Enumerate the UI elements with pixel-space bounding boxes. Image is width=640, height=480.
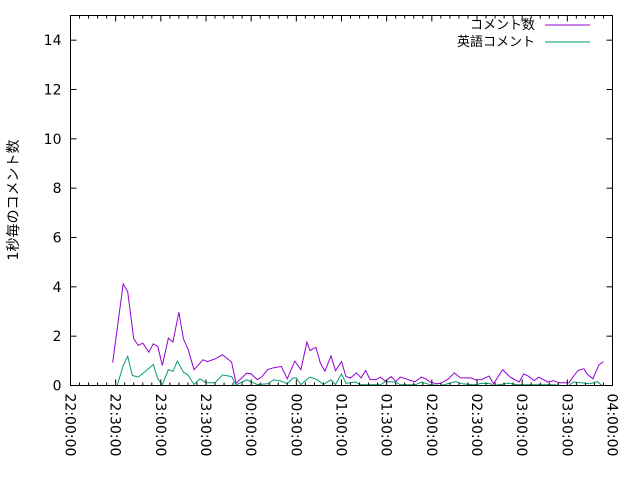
x-tick-label: 22:30:00 [107,394,123,457]
x-tick-label: 23:00:00 [152,394,168,457]
ticks-layer: 0 2 4 6 8 10 12 14 22:00:00 22:30:00 23:00:00 23:30… [44,15,620,457]
legend-label-0: コメント数 [470,18,535,33]
series-line-0 [112,282,604,385]
x-tick-label: 00:00:00 [242,394,258,457]
x-tick-label: 00:30:00 [287,394,303,457]
x-tick-label: 01:00:00 [333,394,349,457]
x-tick-label: 22:00:00 [62,394,78,457]
x-tick-label: 02:30:00 [468,394,484,457]
y-tick-label: 6 [53,231,62,247]
y-tick-label: 10 [44,132,62,148]
x-tick-label: 03:00:00 [513,394,529,457]
y-tick-label: 4 [53,280,62,296]
legend: コメント数 英語コメント [457,18,590,50]
x-tick-label: 23:30:00 [197,394,213,457]
legend-label-1: 英語コメント [457,34,535,50]
series-layer [112,282,604,387]
series-line-1 [116,354,603,387]
y-tick-label: 0 [53,379,62,395]
y-tick-label: 2 [53,329,62,345]
x-tick-label: 04:00:00 [604,394,620,457]
y-tick-label: 8 [53,181,62,197]
x-tick-label: 03:30:00 [558,394,574,457]
y-tick-label: 12 [44,83,62,99]
x-tick-label: 02:00:00 [423,394,439,457]
plot-frame [70,15,613,386]
x-tick-label: 01:30:00 [378,394,394,457]
y-tick-label: 14 [44,33,62,49]
y-axis-label: 1秒毎のコメント数 [6,140,22,261]
